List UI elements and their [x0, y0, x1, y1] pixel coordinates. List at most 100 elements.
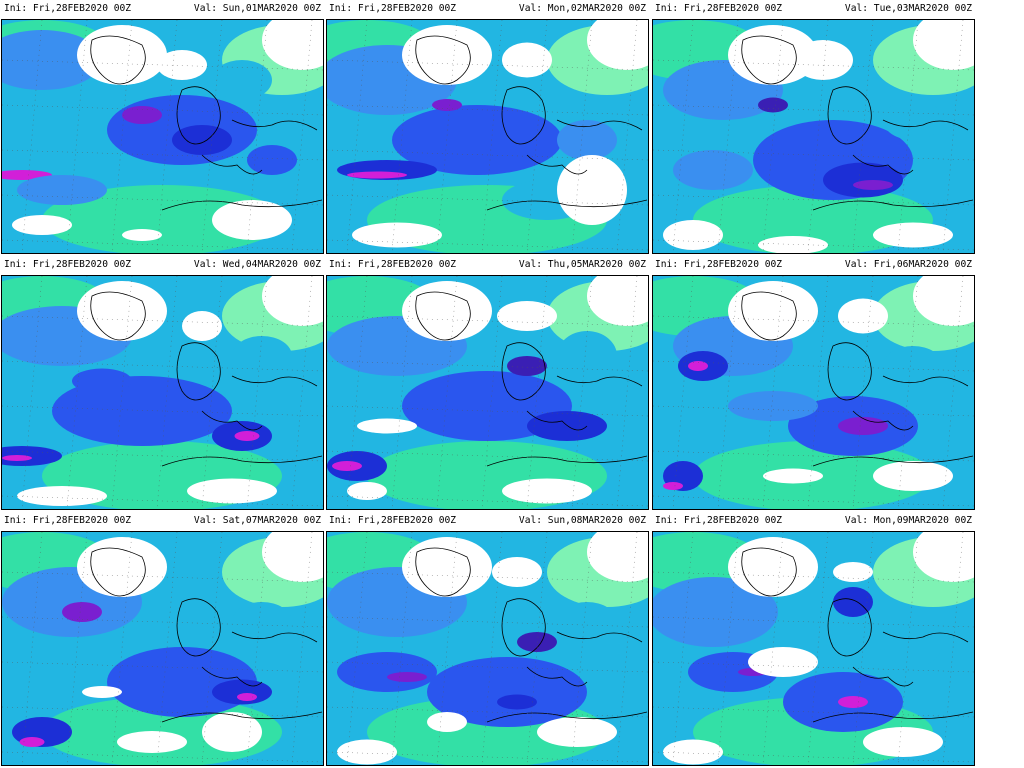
forecast-map [1, 275, 324, 510]
precipitation-field [327, 532, 648, 765]
moisture-band [673, 150, 753, 190]
panel-header: Ini: Fri,28FEB2020 00Z Val: Mon,09MAR202… [651, 512, 976, 529]
init-time-label: Ini: Fri,28FEB2020 00Z [329, 3, 457, 14]
moisture-band [838, 417, 888, 435]
forecast-map [1, 531, 324, 766]
moisture-band [392, 105, 562, 175]
forecast-map [652, 531, 975, 766]
moisture-band [52, 376, 232, 446]
moisture-band [347, 171, 407, 179]
forecast-map [326, 531, 649, 766]
moisture-band [332, 461, 362, 471]
coastline [415, 291, 648, 467]
forecast-map [326, 19, 649, 254]
valid-time-label: Val: Fri,06MAR2020 00Z [844, 259, 972, 270]
moisture-band [234, 431, 260, 441]
moisture-band [122, 106, 162, 124]
forecast-map [652, 275, 975, 510]
coastline [415, 35, 648, 211]
moisture-band [557, 602, 617, 642]
valid-time-label: Val: Sun,08MAR2020 00Z [518, 515, 646, 526]
moisture-band [62, 602, 102, 622]
precipitation-field [327, 20, 648, 253]
forecast-panel-8: Ini: Fri,28FEB2020 00Z Val: Sun,08MAR202… [325, 512, 650, 768]
init-time-label: Ini: Fri,28FEB2020 00Z [655, 259, 783, 270]
moisture-band [838, 696, 868, 708]
valid-time-label: Val: Sat,07MAR2020 00Z [193, 515, 321, 526]
moisture-band [172, 125, 232, 155]
moisture-band [507, 356, 547, 376]
coastline [90, 547, 323, 723]
moisture-band [497, 694, 537, 710]
forecast-panel-4: Ini: Fri,28FEB2020 00Z Val: Wed,04MAR202… [0, 256, 325, 512]
moisture-band [527, 411, 607, 441]
valid-time-label: Val: Wed,04MAR2020 00Z [193, 259, 321, 270]
moisture-band [387, 672, 427, 682]
valid-time-label: Val: Thu,05MAR2020 00Z [518, 259, 646, 270]
moisture-band [833, 587, 873, 617]
moisture-band [883, 617, 943, 667]
panel-header: Ini: Fri,28FEB2020 00Z Val: Sat,07MAR202… [0, 512, 325, 529]
moisture-band [2, 455, 32, 461]
init-time-label: Ini: Fri,28FEB2020 00Z [4, 259, 132, 270]
valid-time-label: Val: Sun,01MAR2020 00Z [193, 3, 321, 14]
forecast-panel-1: Ini: Fri,28FEB2020 00Z Val: Sun,01MAR202… [0, 0, 325, 256]
moisture-band [758, 97, 788, 113]
init-time-label: Ini: Fri,28FEB2020 00Z [329, 515, 457, 526]
moisture-band [337, 652, 437, 692]
moisture-band [688, 361, 708, 371]
forecast-panel-5: Ini: Fri,28FEB2020 00Z Val: Thu,05MAR202… [325, 256, 650, 512]
moisture-band [247, 145, 297, 175]
forecast-panel-3: Ini: Fri,28FEB2020 00Z Val: Tue,03MAR202… [651, 0, 976, 256]
moisture-band [212, 679, 272, 705]
forecast-panel-6: Ini: Fri,28FEB2020 00Z Val: Fri,06MAR202… [651, 256, 976, 512]
moisture-band [212, 60, 272, 100]
moisture-band [427, 657, 587, 727]
panel-header: Ini: Fri,28FEB2020 00Z Val: Fri,06MAR202… [651, 256, 976, 273]
panel-header: Ini: Fri,28FEB2020 00Z Val: Wed,04MAR202… [0, 256, 325, 273]
moisture-band [663, 482, 683, 490]
moisture-band [2, 30, 102, 90]
init-time-label: Ini: Fri,28FEB2020 00Z [655, 515, 783, 526]
coastline [90, 291, 323, 467]
forecast-map [1, 19, 324, 254]
panel-header: Ini: Fri,28FEB2020 00Z Val: Mon,02MAR202… [325, 0, 650, 17]
init-time-label: Ini: Fri,28FEB2020 00Z [4, 3, 132, 14]
moisture-band [237, 693, 257, 701]
precipitation-field [653, 532, 974, 765]
moisture-band [853, 180, 893, 190]
coastline [741, 547, 974, 723]
init-time-label: Ini: Fri,28FEB2020 00Z [655, 3, 783, 14]
moisture-band [232, 602, 292, 642]
moisture-band [432, 99, 462, 111]
panel-header: Ini: Fri,28FEB2020 00Z Val: Sun,01MAR202… [0, 0, 325, 17]
moisture-band [232, 336, 292, 376]
init-time-label: Ini: Fri,28FEB2020 00Z [329, 259, 457, 270]
valid-time-label: Val: Mon,02MAR2020 00Z [518, 3, 646, 14]
moisture-band [728, 391, 818, 421]
moisture-band [883, 346, 943, 386]
panel-header: Ini: Fri,28FEB2020 00Z Val: Thu,05MAR202… [325, 256, 650, 273]
valid-time-label: Val: Tue,03MAR2020 00Z [844, 3, 972, 14]
forecast-panel-7: Ini: Fri,28FEB2020 00Z Val: Sat,07MAR202… [0, 512, 325, 768]
coastline [741, 291, 974, 467]
moisture-band [19, 737, 45, 747]
moisture-band [517, 632, 557, 652]
init-time-label: Ini: Fri,28FEB2020 00Z [4, 515, 132, 526]
forecast-panel-9: Ini: Fri,28FEB2020 00Z Val: Mon,09MAR202… [651, 512, 976, 768]
precipitation-field [2, 20, 323, 253]
moisture-band [883, 100, 943, 140]
precipitation-field [653, 276, 974, 509]
moisture-band [557, 120, 617, 160]
moisture-band [653, 577, 778, 647]
panel-header: Ini: Fri,28FEB2020 00Z Val: Sun,08MAR202… [325, 512, 650, 529]
moisture-band [72, 368, 132, 394]
panel-header: Ini: Fri,28FEB2020 00Z Val: Tue,03MAR202… [651, 0, 976, 17]
forecast-map [326, 275, 649, 510]
moisture-band [17, 175, 107, 205]
moisture-band [557, 331, 617, 381]
precipitation-field [2, 276, 323, 509]
precipitation-field [2, 532, 323, 765]
coastline [741, 35, 974, 211]
